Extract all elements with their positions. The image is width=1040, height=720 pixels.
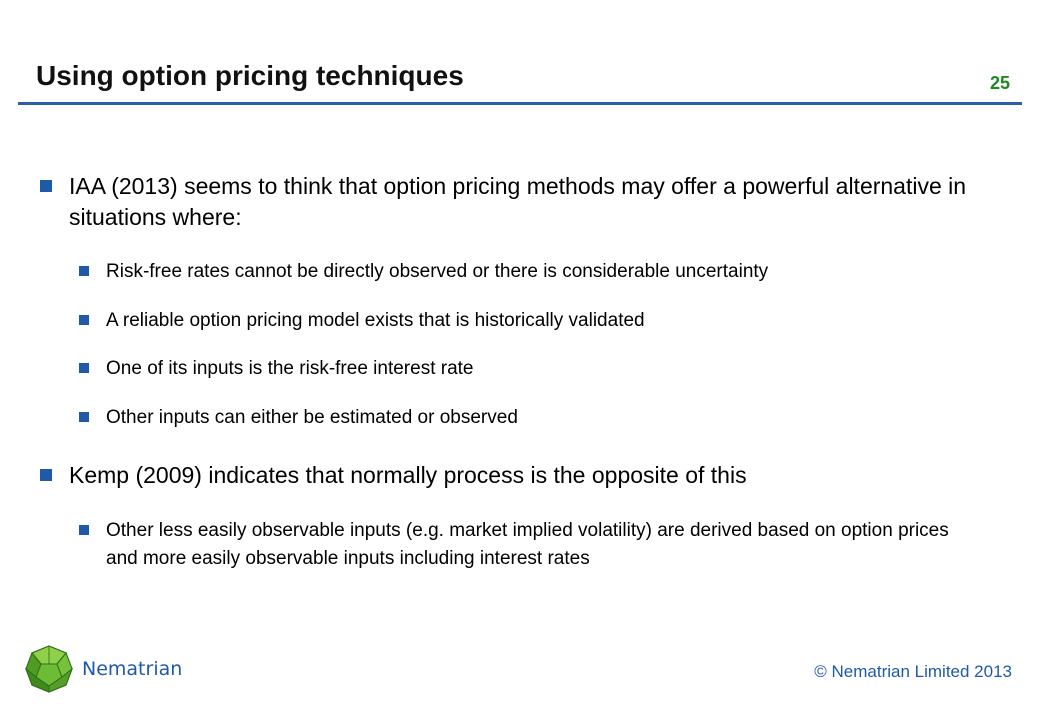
bullet-text: Kemp (2009) indicates that normally proc…	[69, 462, 747, 488]
sub-bullet-item: A reliable option pricing model exists t…	[79, 307, 979, 335]
bullet-item: Kemp (2009) indicates that normally proc…	[40, 460, 970, 491]
square-bullet-icon	[79, 266, 89, 276]
slide-title: Using option pricing techniques	[36, 60, 464, 91]
bullet-text: Other less easily observable inputs (e.g…	[106, 520, 949, 569]
square-bullet-icon	[40, 469, 52, 481]
brand-name: Nematrian	[82, 658, 183, 680]
square-bullet-icon	[40, 180, 52, 192]
bullet-text: Other inputs can either be estimated or …	[106, 407, 518, 428]
bullet-text: One of its inputs is the risk-free inter…	[106, 358, 474, 379]
green-polyhedron-icon	[24, 645, 74, 693]
footer-brand: Nematrian	[24, 644, 182, 694]
sub-bullet-item: One of its inputs is the risk-free inter…	[79, 355, 979, 383]
sub-bullet-item: Risk-free rates cannot be directly obser…	[79, 258, 979, 286]
title-divider	[18, 102, 1022, 105]
sub-bullet-item: Other less easily observable inputs (e.g…	[79, 517, 979, 573]
square-bullet-icon	[79, 525, 89, 535]
sub-bullet-item: Other inputs can either be estimated or …	[79, 404, 979, 432]
bullet-text: Risk-free rates cannot be directly obser…	[106, 261, 769, 282]
bullet-text: IAA (2013) seems to think that option pr…	[69, 173, 967, 230]
copyright-notice: © Nematrian Limited 2013	[814, 662, 1012, 681]
square-bullet-icon	[79, 315, 89, 325]
page-number: 25	[989, 73, 1010, 93]
square-bullet-icon	[79, 412, 89, 422]
bullet-item: IAA (2013) seems to think that option pr…	[40, 171, 970, 233]
bullet-text: A reliable option pricing model exists t…	[106, 310, 645, 331]
square-bullet-icon	[79, 363, 89, 373]
